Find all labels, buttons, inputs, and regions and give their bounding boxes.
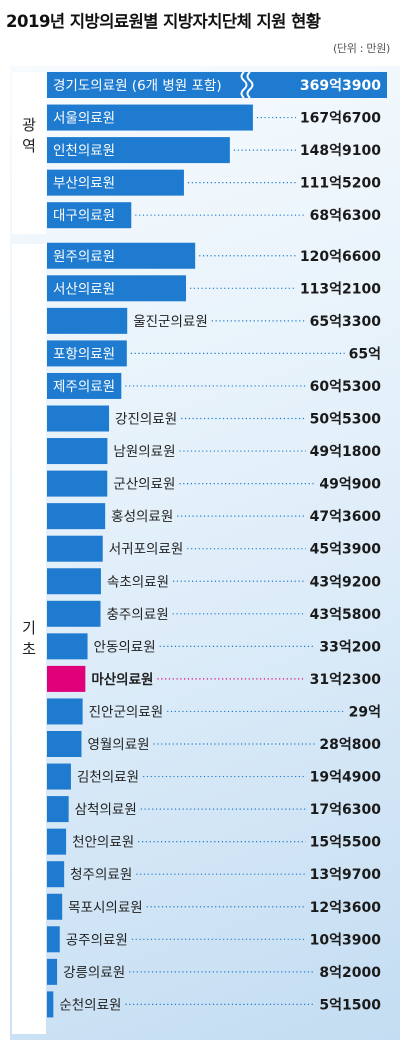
value-label: 65억3300 [310, 314, 382, 330]
category-label: 영월의료원 [87, 737, 149, 753]
category-label: 서산의료원 [53, 281, 115, 297]
value-label: 28억800 [319, 737, 381, 753]
chart-title: 2019년 지방의료원별 지방자치단체 지원 현황 [6, 12, 321, 31]
category-label: 경기도의료원 (6개 병원 포함) [53, 78, 222, 94]
bar-7 [47, 275, 187, 302]
bar-22 [47, 763, 71, 790]
value-label: 120억6600 [300, 249, 381, 265]
value-label: 113억2100 [300, 281, 381, 297]
category-label: 홍성의료원 [111, 509, 173, 525]
bar-15 [47, 535, 103, 562]
category-label: 진안군의료원 [89, 704, 164, 720]
value-label: 13억9700 [310, 867, 382, 883]
category-label: 순천의료원 [59, 997, 121, 1013]
category-label: 안동의료원 [94, 639, 156, 655]
bar-19 [47, 665, 86, 692]
value-label: 5억1500 [319, 997, 381, 1013]
bar-1 [47, 72, 387, 98]
category-label: 김천의료원 [77, 770, 139, 786]
category-label: 청주의료원 [70, 867, 132, 883]
category-label: 강릉의료원 [63, 965, 125, 981]
value-label: 111억5200 [300, 176, 381, 192]
axis-break-mark [240, 71, 254, 99]
bar-14 [47, 503, 106, 530]
value-label: 10억3900 [310, 932, 382, 948]
category-label: 남원의료원 [113, 444, 175, 460]
bar-4 [47, 169, 184, 196]
bar-3 [47, 137, 230, 164]
value-label: 49억1800 [310, 444, 382, 460]
bar-23 [47, 796, 69, 823]
category-label: 강진의료원 [115, 412, 177, 428]
bar-8 [47, 307, 128, 334]
category-label: 포항의료원 [53, 346, 115, 362]
bar-2 [47, 104, 253, 131]
category-label: 삼척의료원 [75, 802, 137, 818]
category-label: 천안의료원 [72, 835, 134, 851]
category-label: 목포시의료원 [68, 900, 143, 916]
bar-25 [47, 861, 65, 888]
category-label: 서울의료원 [53, 111, 115, 127]
bar-28 [47, 958, 58, 985]
bar-5 [47, 202, 132, 229]
value-label: 43억9200 [310, 574, 382, 590]
value-label: 167억6700 [300, 111, 381, 127]
category-label: 인천의료원 [53, 143, 115, 159]
bar-24 [47, 828, 67, 855]
bar-13 [47, 470, 108, 497]
category-label: 울진군의료원 [133, 314, 208, 330]
value-label: 369억3900 [300, 78, 381, 94]
value-label: 60억5300 [310, 379, 382, 395]
category-label: 서귀포의료원 [109, 542, 184, 558]
value-label: 19억4900 [310, 770, 382, 786]
category-label: 마산의료원 [91, 671, 153, 688]
bar-29 [47, 991, 54, 1018]
group-box-metropolitan [12, 72, 46, 234]
category-label: 충주의료원 [107, 607, 169, 623]
bar-27 [47, 926, 60, 953]
bar-11 [47, 405, 110, 432]
category-label: 원주의료원 [53, 249, 115, 265]
value-label: 15억5500 [310, 835, 382, 851]
bar-20 [47, 698, 83, 725]
bar-12 [47, 438, 108, 465]
category-label: 군산의료원 [113, 477, 175, 493]
value-label: 65억 [349, 346, 381, 362]
value-label: 8억2000 [319, 965, 381, 981]
value-label: 29억 [349, 704, 381, 720]
value-label: 50억5300 [310, 412, 382, 428]
value-label: 12억3600 [310, 900, 382, 916]
bar-10 [47, 372, 122, 399]
value-label: 33억200 [319, 639, 381, 655]
group-box-basic [12, 244, 46, 1034]
value-label: 43억5800 [310, 607, 382, 623]
value-label: 47억3600 [310, 509, 382, 525]
bar-16 [47, 568, 101, 595]
category-label: 제주의료원 [53, 379, 115, 395]
bar-9 [47, 340, 127, 367]
category-label: 대구의료원 [53, 208, 115, 224]
category-label: 부산의료원 [53, 176, 115, 192]
value-label: 31억2300 [310, 672, 382, 688]
value-label: 49억900 [319, 477, 381, 493]
value-label: 68억6300 [310, 208, 382, 224]
bar-17 [47, 600, 101, 627]
bar-26 [47, 893, 63, 920]
value-label: 17억6300 [310, 802, 382, 818]
value-label: 148억9100 [300, 143, 381, 159]
bar-21 [47, 731, 82, 757]
bar-18 [47, 633, 88, 660]
category-label: 공주의료원 [66, 932, 128, 948]
bar-6 [47, 242, 196, 269]
unit-note: (단위 : 만원) [332, 42, 390, 55]
value-label: 45억3900 [310, 542, 382, 558]
category-label: 속초의료원 [107, 574, 169, 590]
